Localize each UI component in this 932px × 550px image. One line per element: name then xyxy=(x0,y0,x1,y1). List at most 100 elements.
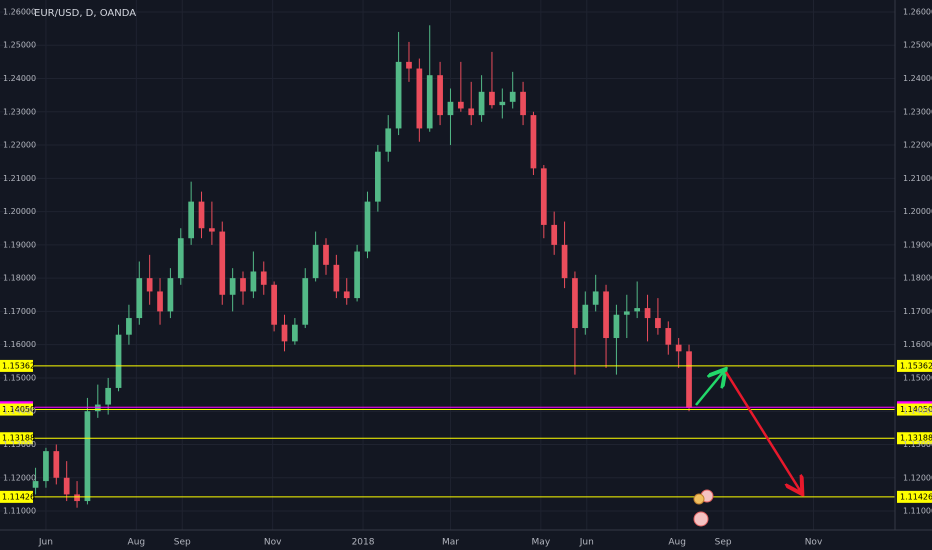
candle-body xyxy=(105,387,112,405)
x-tick-label: Nov xyxy=(264,538,282,548)
candle-body xyxy=(115,334,122,388)
candle-body xyxy=(686,351,692,408)
candle-body xyxy=(613,314,620,339)
grid xyxy=(0,0,895,530)
candle-body xyxy=(478,91,485,116)
candle-body xyxy=(250,271,257,292)
chart-title: EUR/USD, D, OANDA xyxy=(34,8,136,19)
candle-body xyxy=(292,324,298,342)
candle-body xyxy=(323,244,329,265)
x-tick-label: May xyxy=(532,538,551,548)
candle-body xyxy=(592,291,599,305)
event-icon[interactable] xyxy=(693,493,705,505)
y-tick-label: 1.17000 xyxy=(903,307,932,316)
candle-body xyxy=(551,224,558,245)
y-tick-label-left: 1.12000 xyxy=(3,473,36,482)
level-label-left: 1.14050 xyxy=(2,405,35,414)
candle-body xyxy=(665,328,672,345)
candle-body xyxy=(126,318,132,335)
candle-body xyxy=(468,108,475,116)
levels: 1.153621.153621.141191.141191.140501.140… xyxy=(0,359,932,503)
level-label-right: 1.11426 xyxy=(900,492,932,501)
y-tick-label: 1.23000 xyxy=(903,107,932,116)
level-label-left: 1.11426 xyxy=(2,492,35,501)
candle-body xyxy=(603,291,609,339)
candle-body xyxy=(499,101,506,106)
level-label-left: 1.13188 xyxy=(2,434,35,443)
level-tag-right xyxy=(897,432,932,445)
level-label-right: 1.13188 xyxy=(900,434,932,443)
y-tick-label: 1.15000 xyxy=(903,373,932,382)
candle-body xyxy=(240,278,246,292)
candle-body xyxy=(416,68,423,129)
candle-body xyxy=(229,278,236,295)
level-label-left: 1.15362 xyxy=(2,361,35,370)
event-icon[interactable] xyxy=(693,511,709,527)
x-tick-label: Sep xyxy=(715,538,732,548)
candle-body xyxy=(655,318,661,329)
level-label-right: 1.15362 xyxy=(900,361,932,370)
candle-body xyxy=(634,308,641,312)
level-label-right: 1.14050 xyxy=(900,405,932,414)
y-tick-label-left: 1.22000 xyxy=(3,141,36,150)
candle-body xyxy=(437,75,443,116)
level-tag-right xyxy=(897,403,932,416)
y-tick-label-left: 1.18000 xyxy=(3,274,36,283)
candle-body xyxy=(167,278,174,312)
level-tag-left xyxy=(0,432,33,445)
candle-body xyxy=(157,291,163,312)
candle-body xyxy=(675,344,682,352)
x-tick-label: Mar xyxy=(442,538,459,548)
candle-body xyxy=(198,201,205,229)
candle-body xyxy=(32,481,39,488)
up-arrow xyxy=(695,371,724,406)
candle-body xyxy=(489,91,495,106)
x-tick-label: Aug xyxy=(668,538,686,548)
candle-body xyxy=(561,244,568,279)
y-tick-label-left: 1.17000 xyxy=(3,307,36,316)
candle-body xyxy=(426,75,433,129)
candle-body xyxy=(623,311,630,315)
candle-body xyxy=(281,324,288,342)
candle-body xyxy=(146,278,153,292)
candle-body xyxy=(572,278,578,329)
y-tick-label: 1.25000 xyxy=(903,41,932,50)
y-tick-label: 1.20000 xyxy=(903,207,932,216)
x-tick-label: Jun xyxy=(38,538,53,548)
level-tag-right xyxy=(897,490,932,503)
candle-body xyxy=(53,451,60,478)
candle-body xyxy=(530,115,537,169)
level-tag-left xyxy=(0,490,33,503)
candle-body xyxy=(406,61,412,69)
y-tick-label: 1.13000 xyxy=(903,440,932,449)
x-tick-label: Jun xyxy=(579,538,594,548)
y-tick-label-left: 1.11000 xyxy=(3,507,36,516)
level-tag-left xyxy=(0,403,33,416)
candle-body xyxy=(209,228,215,232)
candle-body xyxy=(644,308,651,319)
candle-body xyxy=(94,404,101,412)
candle-body xyxy=(219,231,226,295)
candle-body xyxy=(177,238,184,279)
y-tick-label: 1.21000 xyxy=(903,174,932,183)
candle-body xyxy=(457,101,464,109)
candles xyxy=(32,25,692,508)
y-tick-label: 1.19000 xyxy=(903,240,932,249)
y-tick-label: 1.12000 xyxy=(903,473,932,482)
x-tick-label: Aug xyxy=(128,538,146,548)
y-tick-label: 1.26000 xyxy=(903,7,932,16)
y-tick-label: 1.11000 xyxy=(903,507,932,516)
level-tag-right xyxy=(897,359,932,372)
y-tick-label-left: 1.16000 xyxy=(3,340,36,349)
candle-body xyxy=(43,451,49,482)
level-tag-left xyxy=(0,359,33,372)
candle-body xyxy=(333,264,340,292)
candle-body xyxy=(63,477,70,495)
y-tick-label-left: 1.26000 xyxy=(3,7,36,16)
y-tick-label-left: 1.23000 xyxy=(3,107,36,116)
candle-body xyxy=(188,201,195,239)
candle-body xyxy=(364,201,371,252)
x-tick-label: 2018 xyxy=(352,538,375,548)
